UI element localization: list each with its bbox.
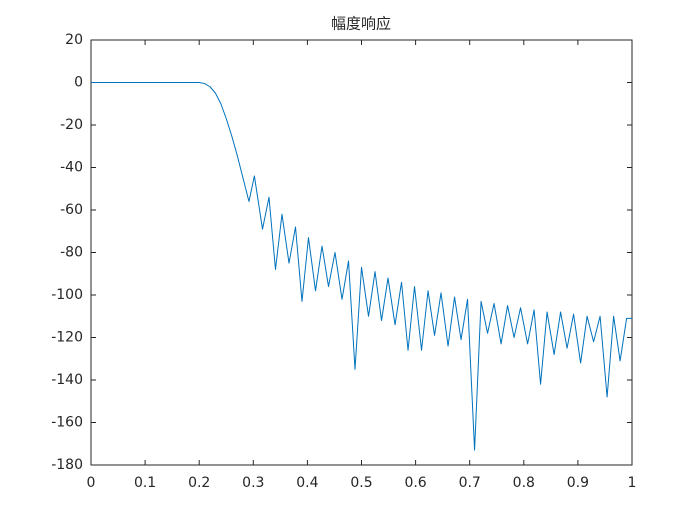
x-tick-label: 0.9	[567, 475, 589, 491]
y-tick-label: -40	[60, 160, 83, 176]
x-tick-label: 0	[87, 475, 96, 491]
x-tick-label: 0.7	[459, 475, 481, 491]
chart-title: 幅度响应	[331, 15, 391, 33]
x-tick-label: 1	[628, 475, 637, 491]
x-tick-label: 0.2	[188, 475, 210, 491]
y-tick-label: -120	[51, 330, 83, 346]
y-tick-label: -160	[51, 415, 83, 431]
x-tick-label: 0.1	[134, 475, 156, 491]
x-tick-label: 0.8	[513, 475, 535, 491]
data-line	[91, 82, 632, 451]
x-tick-label: 0.6	[404, 475, 426, 491]
y-tick-label: -80	[60, 245, 83, 261]
y-tick-label: -60	[60, 202, 83, 218]
y-tick-label: -180	[51, 457, 83, 473]
y-tick-label: 20	[65, 32, 83, 48]
y-tick-label: -140	[51, 372, 83, 388]
x-tick-label: 0.3	[242, 475, 264, 491]
x-tick-label: 0.5	[350, 475, 372, 491]
y-tick-label: 0	[74, 75, 83, 91]
y-tick-label: -20	[60, 117, 83, 133]
y-tick-label: -100	[51, 287, 83, 303]
x-tick-label: 0.4	[296, 475, 318, 491]
plot-area	[90, 39, 633, 466]
